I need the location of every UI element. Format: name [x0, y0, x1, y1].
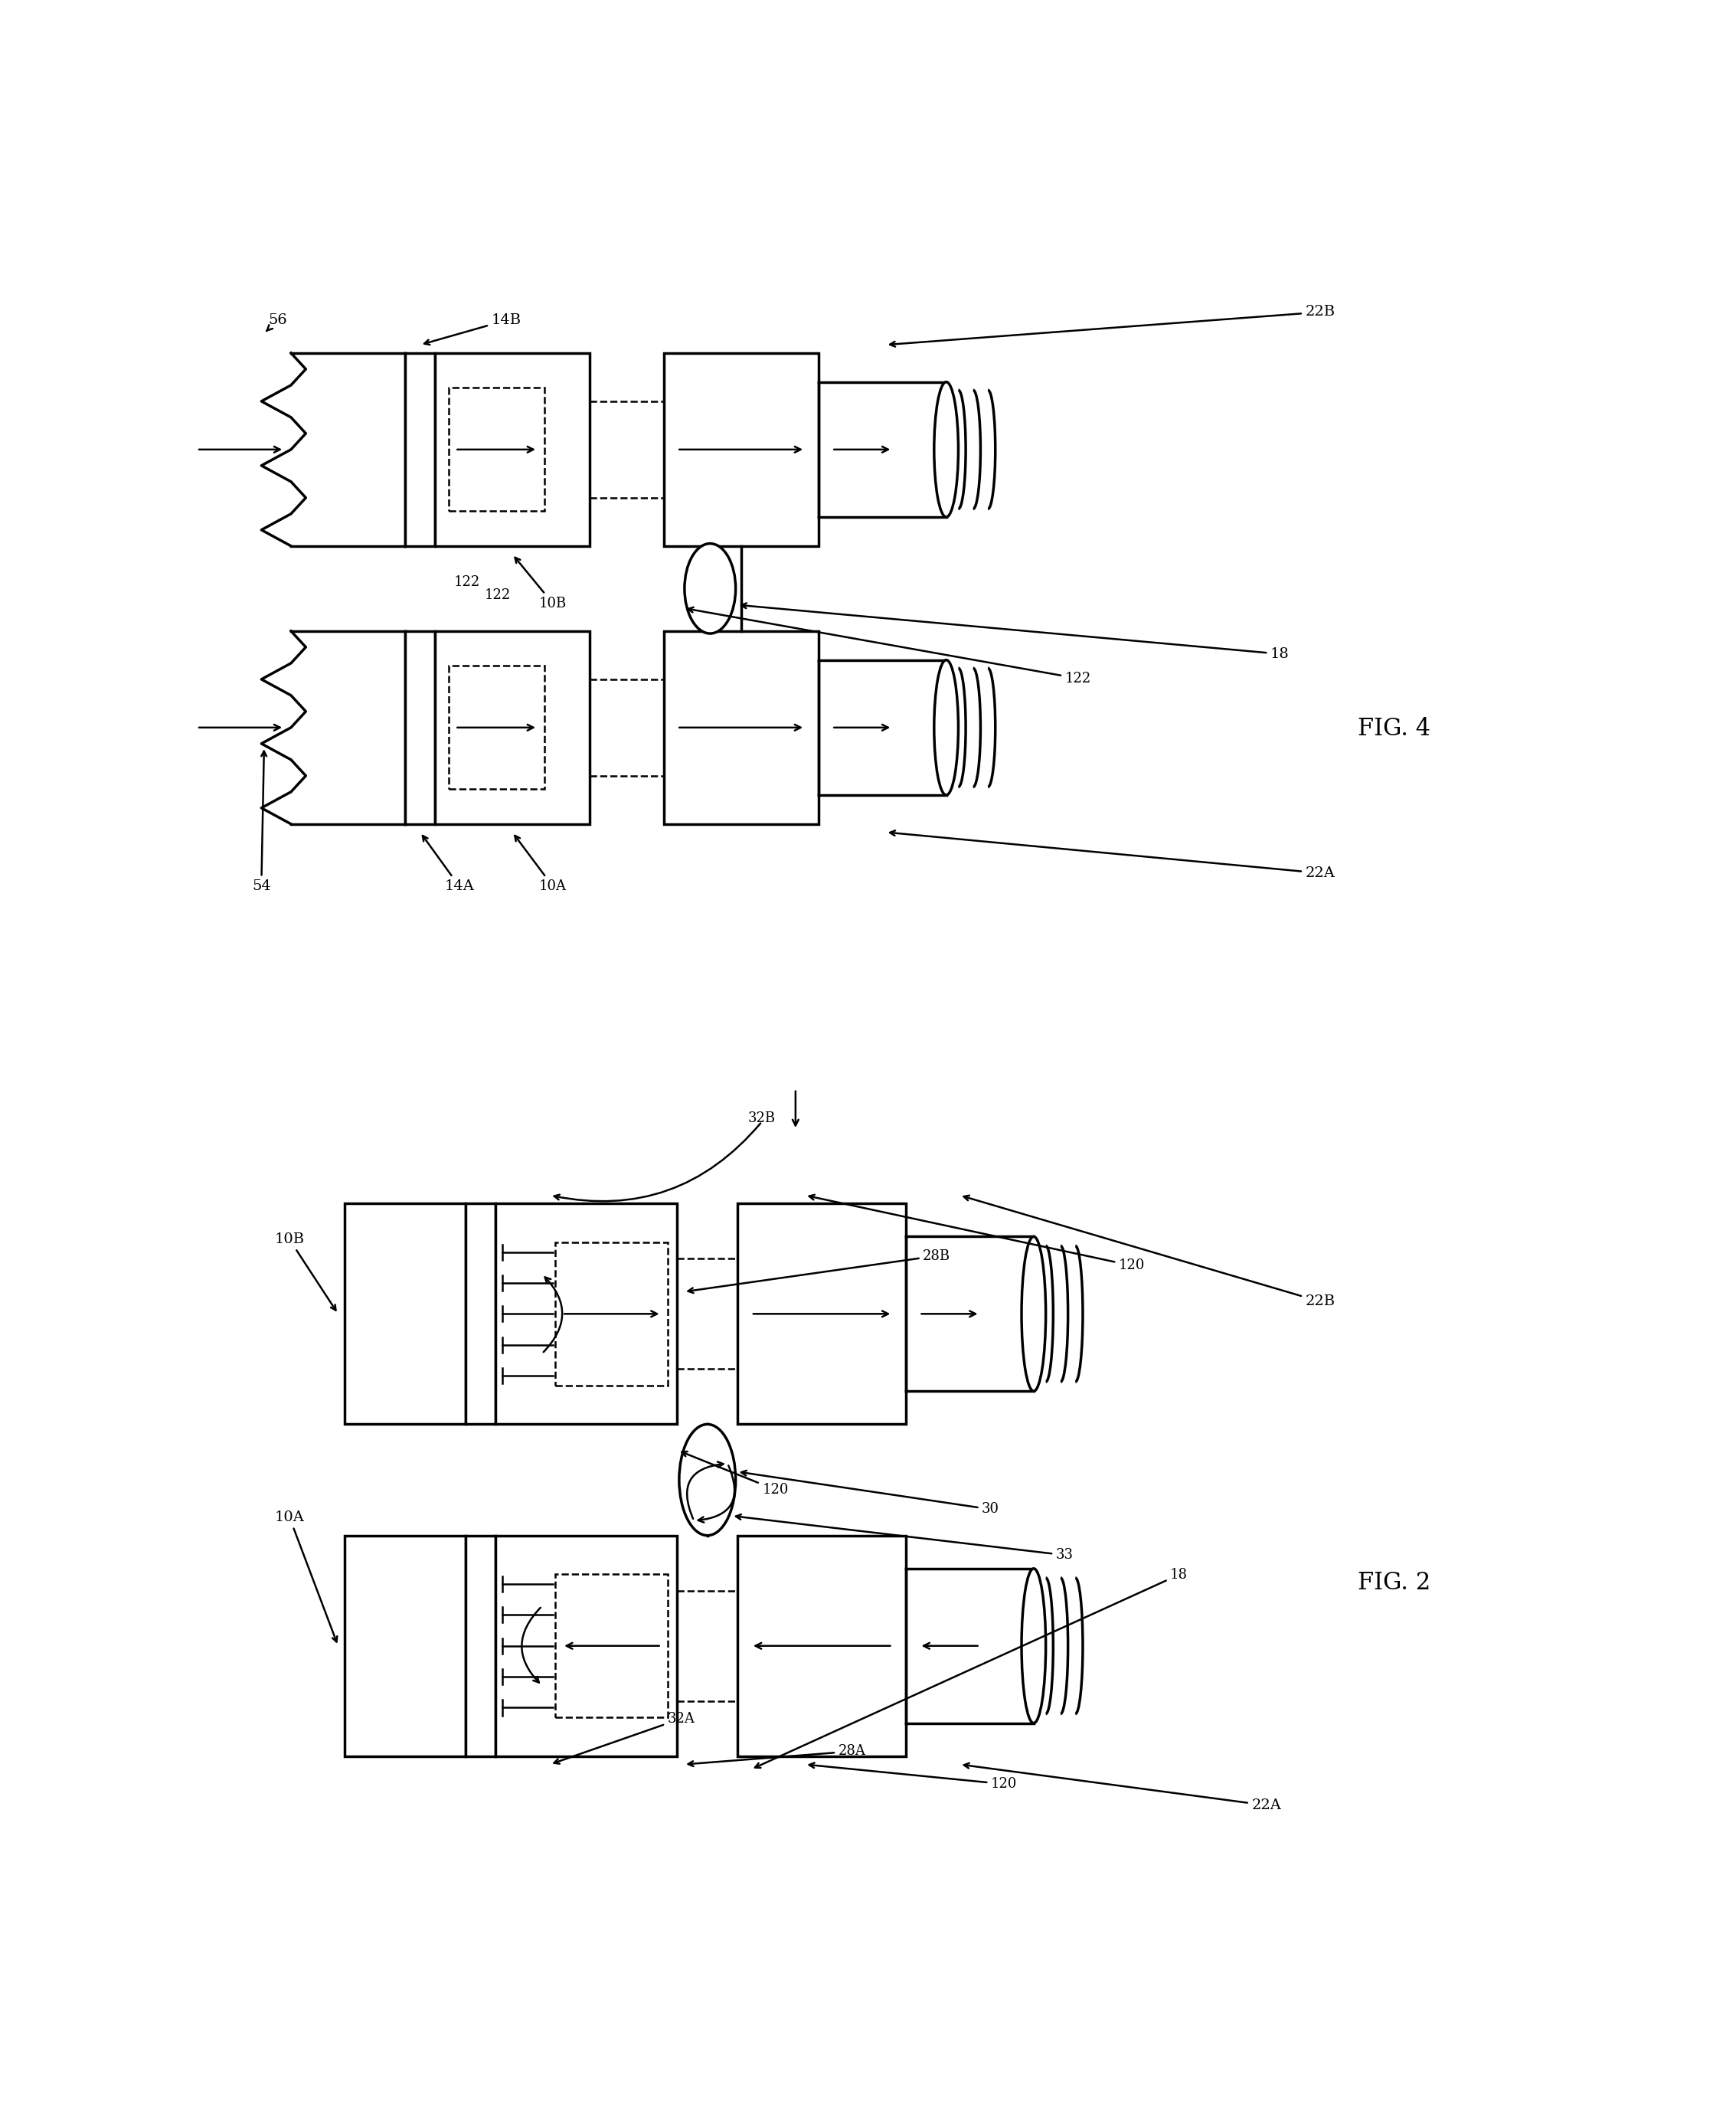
Text: 120: 120 [809, 1763, 1017, 1791]
Ellipse shape [934, 661, 958, 794]
Bar [663, 631, 818, 824]
Text: 56: 56 [267, 314, 286, 331]
Bar [556, 1574, 668, 1718]
Text: FIG. 2: FIG. 2 [1358, 1572, 1430, 1595]
Bar [663, 353, 818, 546]
Bar [436, 353, 590, 546]
Bar [495, 1536, 677, 1757]
Ellipse shape [679, 1425, 736, 1536]
Text: 32B: 32B [748, 1111, 776, 1126]
Text: 22B: 22B [963, 1196, 1335, 1308]
Bar [406, 631, 436, 824]
Text: 122: 122 [453, 576, 481, 588]
Bar [465, 1204, 495, 1425]
Text: 28A: 28A [687, 1744, 866, 1767]
Ellipse shape [684, 544, 736, 633]
Text: 28B: 28B [687, 1249, 951, 1294]
Text: 10A: 10A [516, 835, 566, 892]
Bar [556, 1243, 668, 1385]
Bar [448, 665, 545, 790]
Bar [406, 353, 436, 546]
Bar [465, 1536, 495, 1757]
Text: 33: 33 [736, 1514, 1073, 1561]
Bar [738, 1204, 906, 1425]
Bar [345, 1204, 465, 1425]
Text: 14A: 14A [422, 835, 474, 892]
Text: 120: 120 [809, 1196, 1146, 1272]
Ellipse shape [1021, 1236, 1045, 1391]
Text: 122: 122 [687, 607, 1092, 686]
Text: 30: 30 [741, 1470, 1000, 1517]
Bar [436, 631, 590, 824]
Text: 22A: 22A [891, 830, 1335, 879]
Bar [738, 1536, 906, 1757]
Text: 54: 54 [252, 752, 271, 892]
Ellipse shape [934, 382, 958, 516]
Text: 22B: 22B [891, 306, 1335, 346]
Bar [448, 389, 545, 512]
Bar [345, 1536, 465, 1757]
Text: 22A: 22A [963, 1763, 1281, 1812]
Text: 18: 18 [755, 1568, 1187, 1767]
Ellipse shape [1021, 1570, 1045, 1723]
Text: 120: 120 [682, 1451, 788, 1497]
Text: 32A: 32A [554, 1712, 694, 1763]
Text: 10A: 10A [274, 1510, 337, 1642]
Text: 122: 122 [484, 588, 510, 601]
Text: 18: 18 [741, 603, 1290, 661]
Text: 10B: 10B [516, 556, 566, 610]
Bar [495, 1204, 677, 1425]
Text: 10B: 10B [274, 1232, 335, 1311]
Text: FIG. 4: FIG. 4 [1358, 718, 1430, 741]
Text: 14B: 14B [424, 314, 521, 344]
